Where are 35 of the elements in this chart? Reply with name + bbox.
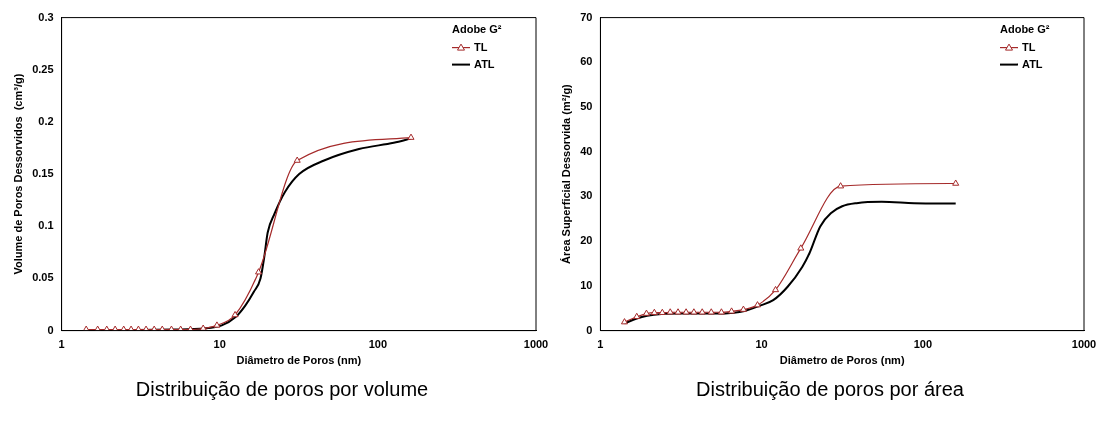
legend-label: TL xyxy=(474,40,488,53)
x-tick-label: 10 xyxy=(213,338,226,351)
y-axis-title: Volume de Poros Dessorvidos (cm³/g) xyxy=(11,73,24,275)
y-tick-label: 0.15 xyxy=(32,167,54,180)
y-tick-label: 60 xyxy=(580,55,593,68)
legend-title: Adobe G² xyxy=(1000,22,1050,35)
x-tick-label: 100 xyxy=(913,338,932,351)
x-tick-label: 100 xyxy=(368,338,388,351)
x-tick-label: 1000 xyxy=(1071,338,1097,351)
y-tick-label: 40 xyxy=(580,144,593,157)
x-tick-label: 1 xyxy=(597,338,604,351)
y-tick-label: 0 xyxy=(586,323,593,336)
x-axis-title: Diâmetro de Poros (nm) xyxy=(779,354,905,367)
y-tick-label: 50 xyxy=(580,100,593,113)
legend-title: Adobe G² xyxy=(452,22,502,35)
y-tick-label: 0.3 xyxy=(38,10,54,23)
y-axis-title: Área Superficial Dessorvida (m²/g) xyxy=(559,83,572,264)
text: Distribuição de poros por área xyxy=(695,378,965,401)
y-tick-label: 0.1 xyxy=(38,219,54,232)
x-axis-title: Diâmetro de Poros (nm) xyxy=(236,354,362,367)
x-tick-label: 10 xyxy=(755,338,768,351)
x-tick-label: 1000 xyxy=(523,338,549,351)
y-tick-label: 70 xyxy=(580,10,593,23)
y-tick-label: 0.2 xyxy=(38,114,54,127)
legend-label: TL xyxy=(1022,40,1036,53)
y-tick-label: 0.25 xyxy=(32,62,54,75)
y-tick-label: 0.05 xyxy=(32,271,54,284)
y-tick-label: 0 xyxy=(47,323,54,336)
text: Distribuição de poros por volume xyxy=(134,378,430,401)
legend-label: ATL xyxy=(1022,57,1043,70)
y-tick-label: 30 xyxy=(580,189,593,202)
x-tick-label: 1 xyxy=(58,338,65,351)
legend-label: ATL xyxy=(474,57,495,70)
y-tick-label: 20 xyxy=(580,234,593,247)
y-tick-label: 10 xyxy=(580,278,593,291)
